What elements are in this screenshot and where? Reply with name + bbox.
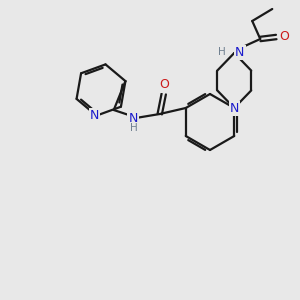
Text: O: O (279, 31, 289, 44)
Text: N: N (128, 112, 138, 124)
Text: H: H (130, 123, 138, 133)
Text: N: N (235, 46, 244, 59)
Text: H: H (218, 47, 226, 57)
Text: O: O (159, 79, 169, 92)
Text: N: N (90, 109, 99, 122)
Text: N: N (230, 101, 239, 115)
